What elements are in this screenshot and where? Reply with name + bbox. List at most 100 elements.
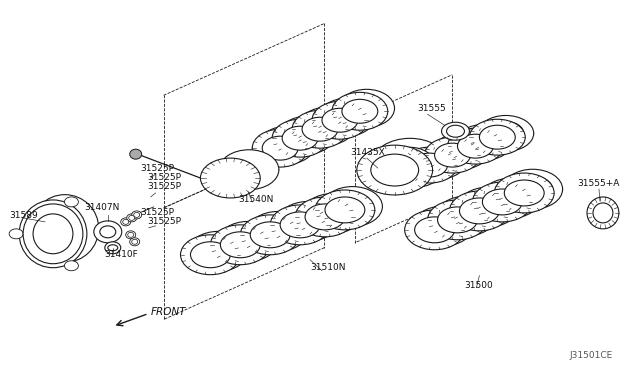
Ellipse shape: [289, 123, 324, 147]
Ellipse shape: [134, 212, 140, 217]
Ellipse shape: [312, 101, 368, 139]
Text: 31555: 31555: [418, 104, 446, 113]
Ellipse shape: [132, 239, 138, 244]
Ellipse shape: [442, 122, 469, 140]
Ellipse shape: [295, 197, 355, 237]
Ellipse shape: [19, 200, 87, 268]
Ellipse shape: [108, 245, 118, 251]
Ellipse shape: [252, 129, 308, 167]
Ellipse shape: [31, 195, 99, 262]
Ellipse shape: [100, 226, 116, 238]
Ellipse shape: [219, 150, 279, 190]
Ellipse shape: [402, 147, 458, 183]
Ellipse shape: [435, 143, 470, 167]
Ellipse shape: [329, 105, 365, 129]
Ellipse shape: [262, 136, 298, 160]
Ellipse shape: [428, 200, 488, 240]
Ellipse shape: [259, 126, 315, 164]
Ellipse shape: [438, 207, 477, 233]
Ellipse shape: [200, 158, 260, 198]
Ellipse shape: [332, 92, 388, 130]
Ellipse shape: [280, 212, 320, 238]
Ellipse shape: [105, 242, 121, 254]
Text: 31589: 31589: [9, 211, 38, 220]
Ellipse shape: [472, 182, 532, 222]
Ellipse shape: [65, 197, 79, 207]
Ellipse shape: [371, 154, 419, 186]
Ellipse shape: [436, 196, 496, 236]
Ellipse shape: [128, 232, 134, 237]
Ellipse shape: [180, 235, 240, 275]
Ellipse shape: [313, 201, 353, 227]
Ellipse shape: [121, 218, 131, 226]
Ellipse shape: [220, 232, 260, 258]
Ellipse shape: [130, 238, 140, 246]
Ellipse shape: [123, 219, 129, 224]
Text: 31555+A: 31555+A: [577, 179, 620, 187]
Ellipse shape: [322, 108, 358, 132]
Ellipse shape: [458, 187, 518, 227]
Text: 31407N: 31407N: [84, 203, 119, 212]
Ellipse shape: [9, 229, 23, 239]
Ellipse shape: [333, 193, 372, 219]
Ellipse shape: [413, 206, 473, 246]
Ellipse shape: [125, 231, 136, 239]
Ellipse shape: [458, 134, 493, 158]
Ellipse shape: [456, 124, 512, 160]
Ellipse shape: [494, 173, 554, 213]
Ellipse shape: [65, 261, 79, 271]
Text: 31525P: 31525P: [141, 208, 175, 217]
Ellipse shape: [250, 222, 290, 248]
Ellipse shape: [587, 197, 619, 229]
Ellipse shape: [447, 128, 503, 164]
Ellipse shape: [211, 225, 270, 265]
Ellipse shape: [272, 119, 328, 157]
Ellipse shape: [191, 242, 230, 268]
Ellipse shape: [302, 117, 338, 141]
Ellipse shape: [460, 198, 499, 224]
Ellipse shape: [339, 89, 394, 127]
Ellipse shape: [372, 138, 448, 188]
Ellipse shape: [315, 190, 375, 230]
Text: 31540N: 31540N: [238, 195, 274, 205]
Text: 31410F: 31410F: [104, 250, 138, 259]
Text: 31510N: 31510N: [310, 263, 346, 272]
Text: 31525P: 31525P: [148, 183, 182, 192]
Ellipse shape: [404, 210, 465, 250]
Ellipse shape: [483, 189, 522, 215]
Ellipse shape: [415, 217, 454, 243]
Ellipse shape: [325, 197, 365, 223]
Ellipse shape: [323, 187, 383, 227]
Text: J31501CE: J31501CE: [569, 351, 612, 360]
Text: 31435X: 31435X: [350, 148, 385, 157]
Ellipse shape: [479, 125, 515, 149]
Ellipse shape: [309, 114, 345, 138]
Ellipse shape: [386, 147, 434, 179]
Ellipse shape: [410, 143, 466, 179]
Ellipse shape: [503, 169, 563, 209]
Ellipse shape: [447, 125, 465, 137]
Ellipse shape: [357, 145, 433, 195]
Ellipse shape: [468, 194, 508, 220]
Ellipse shape: [412, 153, 447, 177]
Ellipse shape: [423, 213, 463, 239]
Ellipse shape: [443, 140, 479, 163]
Ellipse shape: [513, 176, 552, 202]
Ellipse shape: [504, 180, 544, 206]
Ellipse shape: [303, 193, 362, 233]
Ellipse shape: [299, 107, 355, 145]
Ellipse shape: [446, 203, 486, 229]
Ellipse shape: [478, 115, 534, 151]
Ellipse shape: [469, 119, 525, 155]
Ellipse shape: [282, 126, 318, 150]
Ellipse shape: [269, 133, 305, 157]
Ellipse shape: [292, 110, 348, 148]
Ellipse shape: [433, 134, 489, 169]
Text: 31500: 31500: [465, 281, 493, 290]
Ellipse shape: [491, 185, 531, 211]
Ellipse shape: [132, 211, 141, 219]
Text: 31525P: 31525P: [148, 217, 182, 227]
Ellipse shape: [319, 98, 374, 136]
Ellipse shape: [130, 149, 141, 159]
Ellipse shape: [240, 215, 300, 255]
